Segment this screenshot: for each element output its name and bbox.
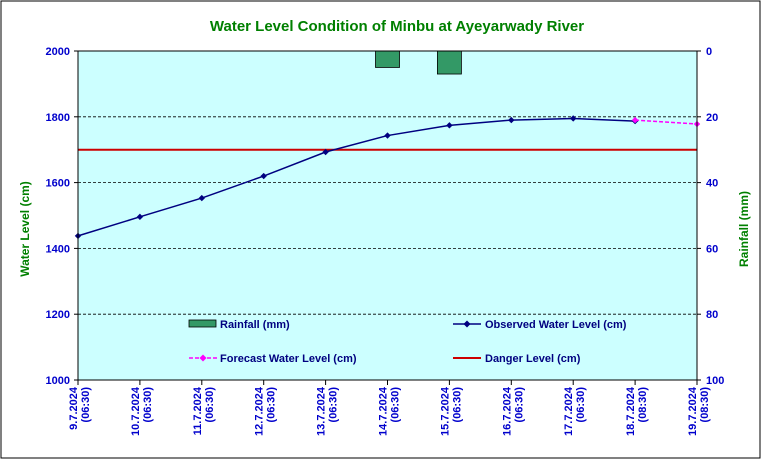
legend-label-observed: Observed Water Level (cm) [485, 319, 627, 331]
observed-point [198, 194, 205, 202]
left-axis-ticks: 1000 1200 1400 1600 1800 2000 [46, 46, 78, 387]
x-tick-label-time: (06:30) [390, 387, 402, 423]
observed-point [260, 172, 267, 180]
observed-point [446, 122, 453, 129]
x-tick-label-date: 16.7.2024 [501, 386, 513, 436]
x-tick-label-date: 11.7.2024 [192, 386, 204, 435]
right-tick-label: 60 [706, 243, 718, 255]
left-tick-label: 1600 [46, 178, 70, 190]
x-tick-label-date: 19.7.2024 [687, 386, 699, 436]
x-tick-label-date: 14.7.2024 [378, 386, 390, 436]
x-tick-label-time: (06:30) [513, 387, 525, 423]
forecast-line [635, 119, 698, 125]
rainfall-bar [436, 50, 462, 75]
legend-label-danger: Danger Level (cm) [485, 353, 581, 365]
x-tick-label-time: (08:30) [637, 387, 649, 423]
x-tick-label-date: 15.7.2024 [439, 386, 451, 436]
observed-point [384, 132, 391, 139]
x-tick-label-time: (06:30) [204, 387, 216, 423]
legend-marker-forecast [199, 354, 207, 362]
rainfall-bar [375, 50, 400, 68]
y-axis-label-right: Rainfall (mm) [737, 191, 751, 267]
x-tick-label-date: 17.7.2024 [563, 386, 575, 436]
legend-label-rainfall: Rainfall (mm) [220, 319, 290, 331]
x-tick-label-date: 12.7.2024 [254, 386, 266, 436]
observed-point [136, 213, 144, 221]
x-tick-label-date: 13.7.2024 [316, 386, 328, 436]
gridlines [78, 116, 697, 315]
left-tick-label: 1400 [46, 243, 70, 255]
x-tick-label-date: 10.7.2024 [130, 386, 142, 436]
legend-swatch-rainfall [188, 319, 217, 328]
y-axis-label-left: Water Level (cm) [18, 181, 32, 277]
x-tick-label-time: (06:30) [142, 387, 154, 423]
x-tick-label-time: (08:30) [699, 387, 711, 423]
x-tick-label-time: (06:30) [266, 387, 278, 423]
x-axis-ticks: 9.7.2024 (06:30) 10.7.2024 (06:30) 11.7.2024… [68, 380, 711, 436]
legend-label-forecast: Forecast Water Level (cm) [220, 353, 357, 365]
observed-point [508, 116, 515, 124]
observed-point [322, 148, 329, 156]
x-tick-label-date: 18.7.2024 [625, 386, 637, 436]
left-tick-label: 2000 [46, 46, 70, 58]
x-tick-label-time: (06:30) [451, 387, 463, 423]
forecast-point [631, 116, 639, 124]
x-tick-label-time: (06:30) [328, 387, 340, 423]
legend-marker-observed [463, 320, 471, 328]
right-tick-label: 20 [706, 112, 718, 124]
x-tick-label-time: (06:30) [575, 387, 587, 423]
observed-point [570, 115, 577, 122]
observed-line [77, 117, 636, 237]
right-tick-label: 0 [706, 46, 712, 58]
right-tick-label: 100 [706, 375, 724, 387]
left-tick-label: 1000 [46, 375, 70, 387]
legend: Rainfall (mm) Observed Water Level (cm) … [188, 319, 627, 365]
x-tick-label-date: 9.7.2024 [68, 386, 80, 430]
x-tick-label-time: (06:30) [80, 387, 92, 423]
left-tick-label: 1200 [46, 309, 70, 321]
observed-series [74, 115, 639, 240]
chart-title: Water Level Condition of Minbu at Ayeyar… [210, 18, 584, 35]
right-tick-label: 80 [706, 309, 718, 321]
right-axis-ticks: 0 20 40 60 80 100 [697, 46, 724, 387]
plot-area [78, 51, 697, 380]
right-tick-label: 40 [706, 178, 718, 190]
left-tick-label: 1800 [46, 112, 70, 124]
